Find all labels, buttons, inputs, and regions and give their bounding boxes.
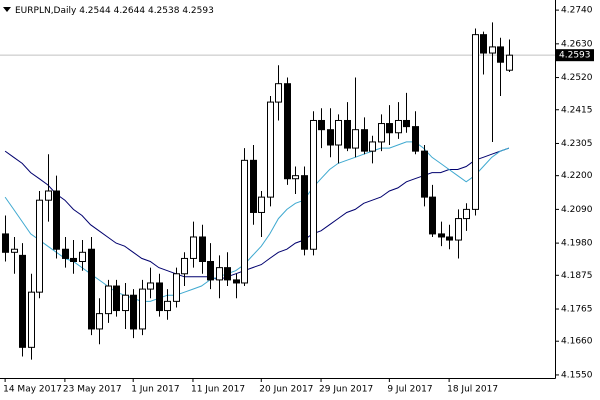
candle-body: [292, 175, 299, 180]
candle-body: [421, 150, 428, 198]
candle-body: [258, 196, 265, 213]
candle-body: [327, 129, 334, 146]
candle-body: [147, 282, 154, 290]
y-tick-label: 4.1765: [561, 305, 593, 315]
x-tick-label: 11 Jun 2017: [191, 385, 245, 395]
y-tick-label: 4.1980: [561, 239, 593, 249]
candle-body: [173, 273, 180, 302]
candle-body: [233, 279, 240, 284]
y-tick-label: 4.1550: [561, 370, 593, 380]
candle-body: [369, 141, 376, 152]
y-tick-label: 4.2740: [561, 6, 593, 16]
price-badge: [556, 49, 594, 62]
candle-body: [361, 129, 368, 152]
candle-body: [386, 123, 393, 134]
last-close: 4.2593: [182, 6, 214, 16]
candle-body: [130, 294, 137, 330]
candle-body: [438, 233, 445, 238]
x-tick-label: 9 Jul 2017: [387, 385, 432, 395]
candle-body: [489, 46, 496, 54]
y-tick-label: 4.1875: [561, 271, 593, 281]
chart-title: EURPLN,Daily 4.2544 4.2644 4.2538 4.2593: [15, 6, 214, 16]
x-tick-label: 29 Jun 2017: [319, 385, 373, 395]
candle-body: [250, 159, 257, 213]
candle-body: [395, 119, 402, 134]
candle-body: [429, 196, 436, 235]
candle-body: [62, 248, 69, 259]
candle-body: [45, 190, 52, 201]
candle-body: [36, 199, 43, 293]
candle-body: [79, 251, 86, 263]
candle-body: [455, 218, 462, 241]
candle-body: [70, 257, 77, 263]
candle-body: [2, 233, 9, 253]
candle-body: [472, 34, 479, 210]
candle-body: [156, 282, 163, 312]
y-tick-label: 4.2200: [561, 171, 593, 181]
x-tick-label: 20 Jun 2017: [259, 385, 313, 395]
candle-body: [216, 267, 223, 281]
x-tick-label: 18 Jul 2017: [447, 385, 498, 395]
candle-body: [88, 248, 95, 330]
candle-body: [241, 159, 248, 284]
x-tick-label: 23 May 2017: [63, 385, 122, 395]
candle-body: [446, 236, 453, 241]
candle-body: [164, 300, 171, 312]
candle-body: [378, 123, 385, 143]
candle-body: [344, 119, 351, 149]
candle-body: [190, 236, 197, 259]
y-tick-label: 4.2090: [561, 205, 593, 215]
last-low: 4.2538: [148, 6, 180, 16]
candle-body: [207, 261, 214, 281]
last-open: 4.2544: [79, 6, 111, 16]
candle-body: [181, 257, 188, 275]
y-tick-label: 4.2520: [561, 73, 593, 83]
candle-body: [53, 190, 60, 250]
candle-body: [11, 248, 18, 253]
candle-body: [403, 119, 410, 128]
candle-body: [224, 267, 231, 281]
y-tick-label: 4.2415: [561, 105, 593, 115]
menu-triangle[interactable]: [3, 7, 11, 12]
x-tick-label: 1 Jun 2017: [131, 385, 179, 395]
x-tick-label: 14 May 2017: [3, 385, 62, 395]
candle-body: [113, 285, 120, 312]
candle-body: [199, 236, 206, 263]
candle-body: [284, 83, 291, 180]
candle-body: [497, 46, 504, 63]
candle-body: [335, 119, 342, 146]
candle-body: [267, 101, 274, 198]
candle-body: [105, 285, 112, 315]
symbol: EURPLN,Daily: [15, 6, 77, 16]
candle-body: [139, 288, 146, 330]
y-tick-label: 4.2630: [561, 39, 593, 49]
candle-body: [310, 119, 317, 250]
candle-body: [463, 208, 470, 220]
candle-body: [301, 175, 308, 250]
candle-body: [506, 54, 513, 71]
last-high: 4.2644: [114, 6, 146, 16]
candle-body: [96, 313, 103, 330]
candle-body: [352, 129, 359, 149]
y-tick-label: 4.1660: [561, 337, 593, 347]
candle-body: [122, 294, 129, 312]
price-badge-label: 4.2593: [559, 51, 591, 61]
candle-body: [28, 291, 35, 348]
y-tick-label: 4.2305: [561, 139, 593, 149]
candle-body: [412, 126, 419, 152]
candle-body: [275, 83, 282, 103]
candle-body: [19, 254, 26, 348]
candle-body: [480, 34, 487, 54]
candle-body: [318, 119, 325, 131]
